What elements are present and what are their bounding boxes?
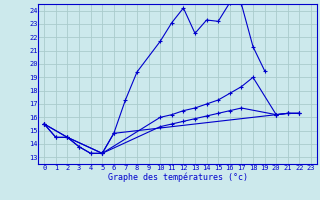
X-axis label: Graphe des températures (°c): Graphe des températures (°c) [108,172,248,182]
